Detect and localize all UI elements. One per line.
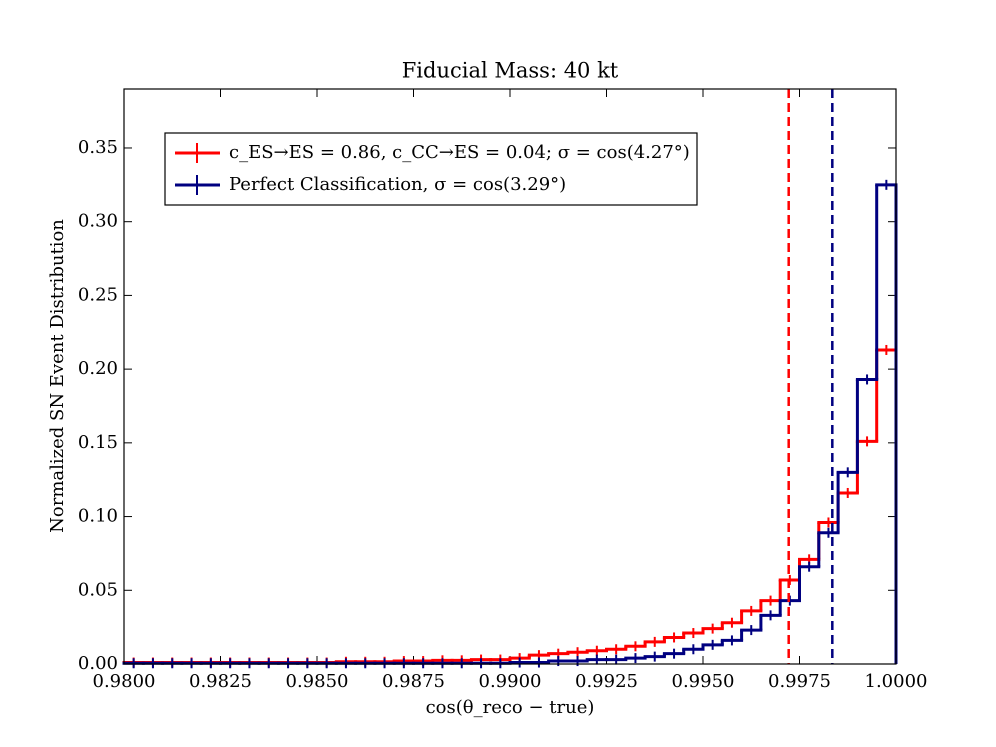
legend-label: c_ES→ES = 0.86, c_CC→ES = 0.04; σ = cos(… (229, 142, 690, 163)
legend-label: Perfect Classification, σ = cos(3.29°) (229, 174, 566, 195)
x-tick-label: 1.0000 (865, 671, 928, 692)
y-tick-label: 0.05 (78, 579, 118, 600)
y-axis-label: Normalized SN Event Distribution (47, 219, 68, 533)
y-tick-label: 0.25 (78, 284, 118, 305)
x-axis-label: cos(θ_reco − true) (426, 697, 595, 718)
x-tick-label: 0.9925 (575, 671, 638, 692)
y-tick-label: 0.15 (78, 432, 118, 453)
plot-frame (123, 88, 897, 665)
x-tick-label: 0.9875 (382, 671, 445, 692)
x-tick-label: 0.9950 (672, 671, 735, 692)
x-tick-label: 0.9800 (93, 671, 156, 692)
y-tick-label: 0.35 (78, 137, 118, 158)
y-tick-label: 0.20 (78, 358, 118, 379)
x-tick-label: 0.9900 (479, 671, 542, 692)
y-tick-label: 0.10 (78, 506, 118, 527)
legend-box (164, 132, 698, 206)
y-tick-label: 0.30 (78, 211, 118, 232)
y-tick-label: 0.00 (78, 653, 118, 674)
chart-title: Fiducial Mass: 40 kt (402, 59, 619, 83)
x-tick-label: 0.9825 (189, 671, 252, 692)
x-tick-label: 0.9850 (286, 671, 349, 692)
x-tick-label: 0.9975 (768, 671, 831, 692)
